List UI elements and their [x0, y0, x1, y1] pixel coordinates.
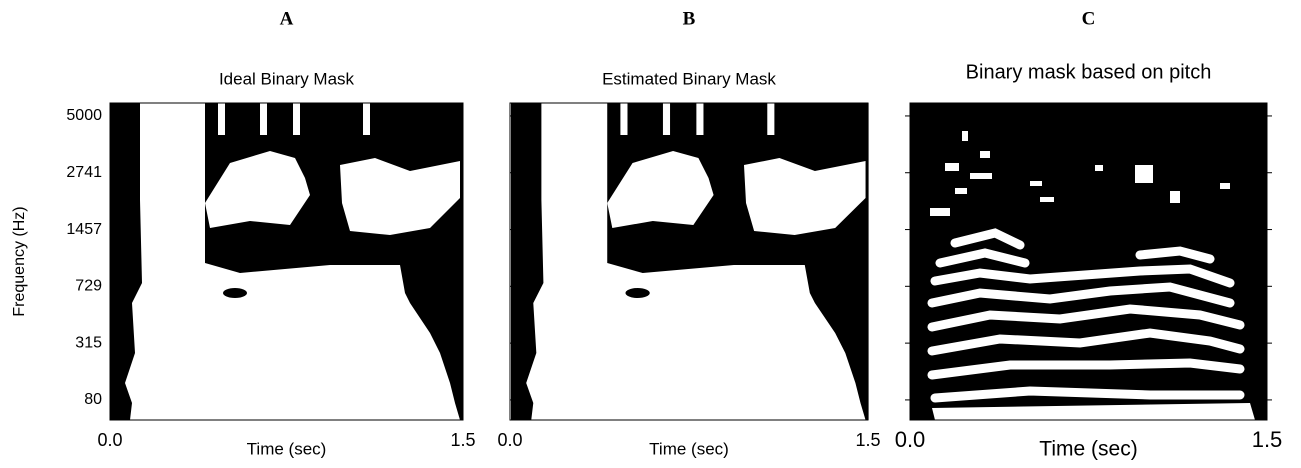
panel-title: Binary mask based on pitch — [966, 61, 1212, 83]
panel-letter: A — [280, 8, 294, 29]
plot-frame — [909, 102, 1268, 421]
plot-frame — [109, 102, 464, 421]
y-tick-label: 1457 — [66, 221, 102, 238]
panel-title: Ideal Binary Mask — [219, 69, 355, 88]
x-tick-label: 0.0 — [497, 430, 522, 450]
y-tick-label: 2741 — [66, 164, 102, 181]
y-axis-label: Frequency (Hz) — [11, 206, 28, 316]
mask-image-a — [110, 103, 463, 420]
panel-title: Estimated Binary Mask — [602, 69, 776, 88]
x-axis-label: Time (sec) — [247, 439, 327, 458]
mask-image-b — [511, 103, 869, 420]
x-tick-label: 0.0 — [895, 427, 926, 452]
mask-image-c — [910, 103, 1267, 420]
y-tick-label: 315 — [75, 334, 102, 351]
x-axis-label: Time (sec) — [649, 439, 729, 458]
panel-letter: C — [1082, 8, 1096, 29]
x-tick-label: 1.5 — [855, 430, 880, 450]
panel-letter: B — [683, 8, 696, 29]
x-tick-label: 0.0 — [97, 430, 122, 450]
y-tick-label: 80 — [84, 391, 102, 408]
plot-frame — [509, 102, 869, 421]
y-tick-label: 729 — [75, 278, 102, 295]
x-tick-label: 1.5 — [1252, 427, 1283, 452]
y-tick-label: 5000 — [66, 107, 102, 124]
x-axis-label: Time (sec) — [1039, 438, 1137, 461]
x-tick-label: 1.5 — [450, 430, 475, 450]
